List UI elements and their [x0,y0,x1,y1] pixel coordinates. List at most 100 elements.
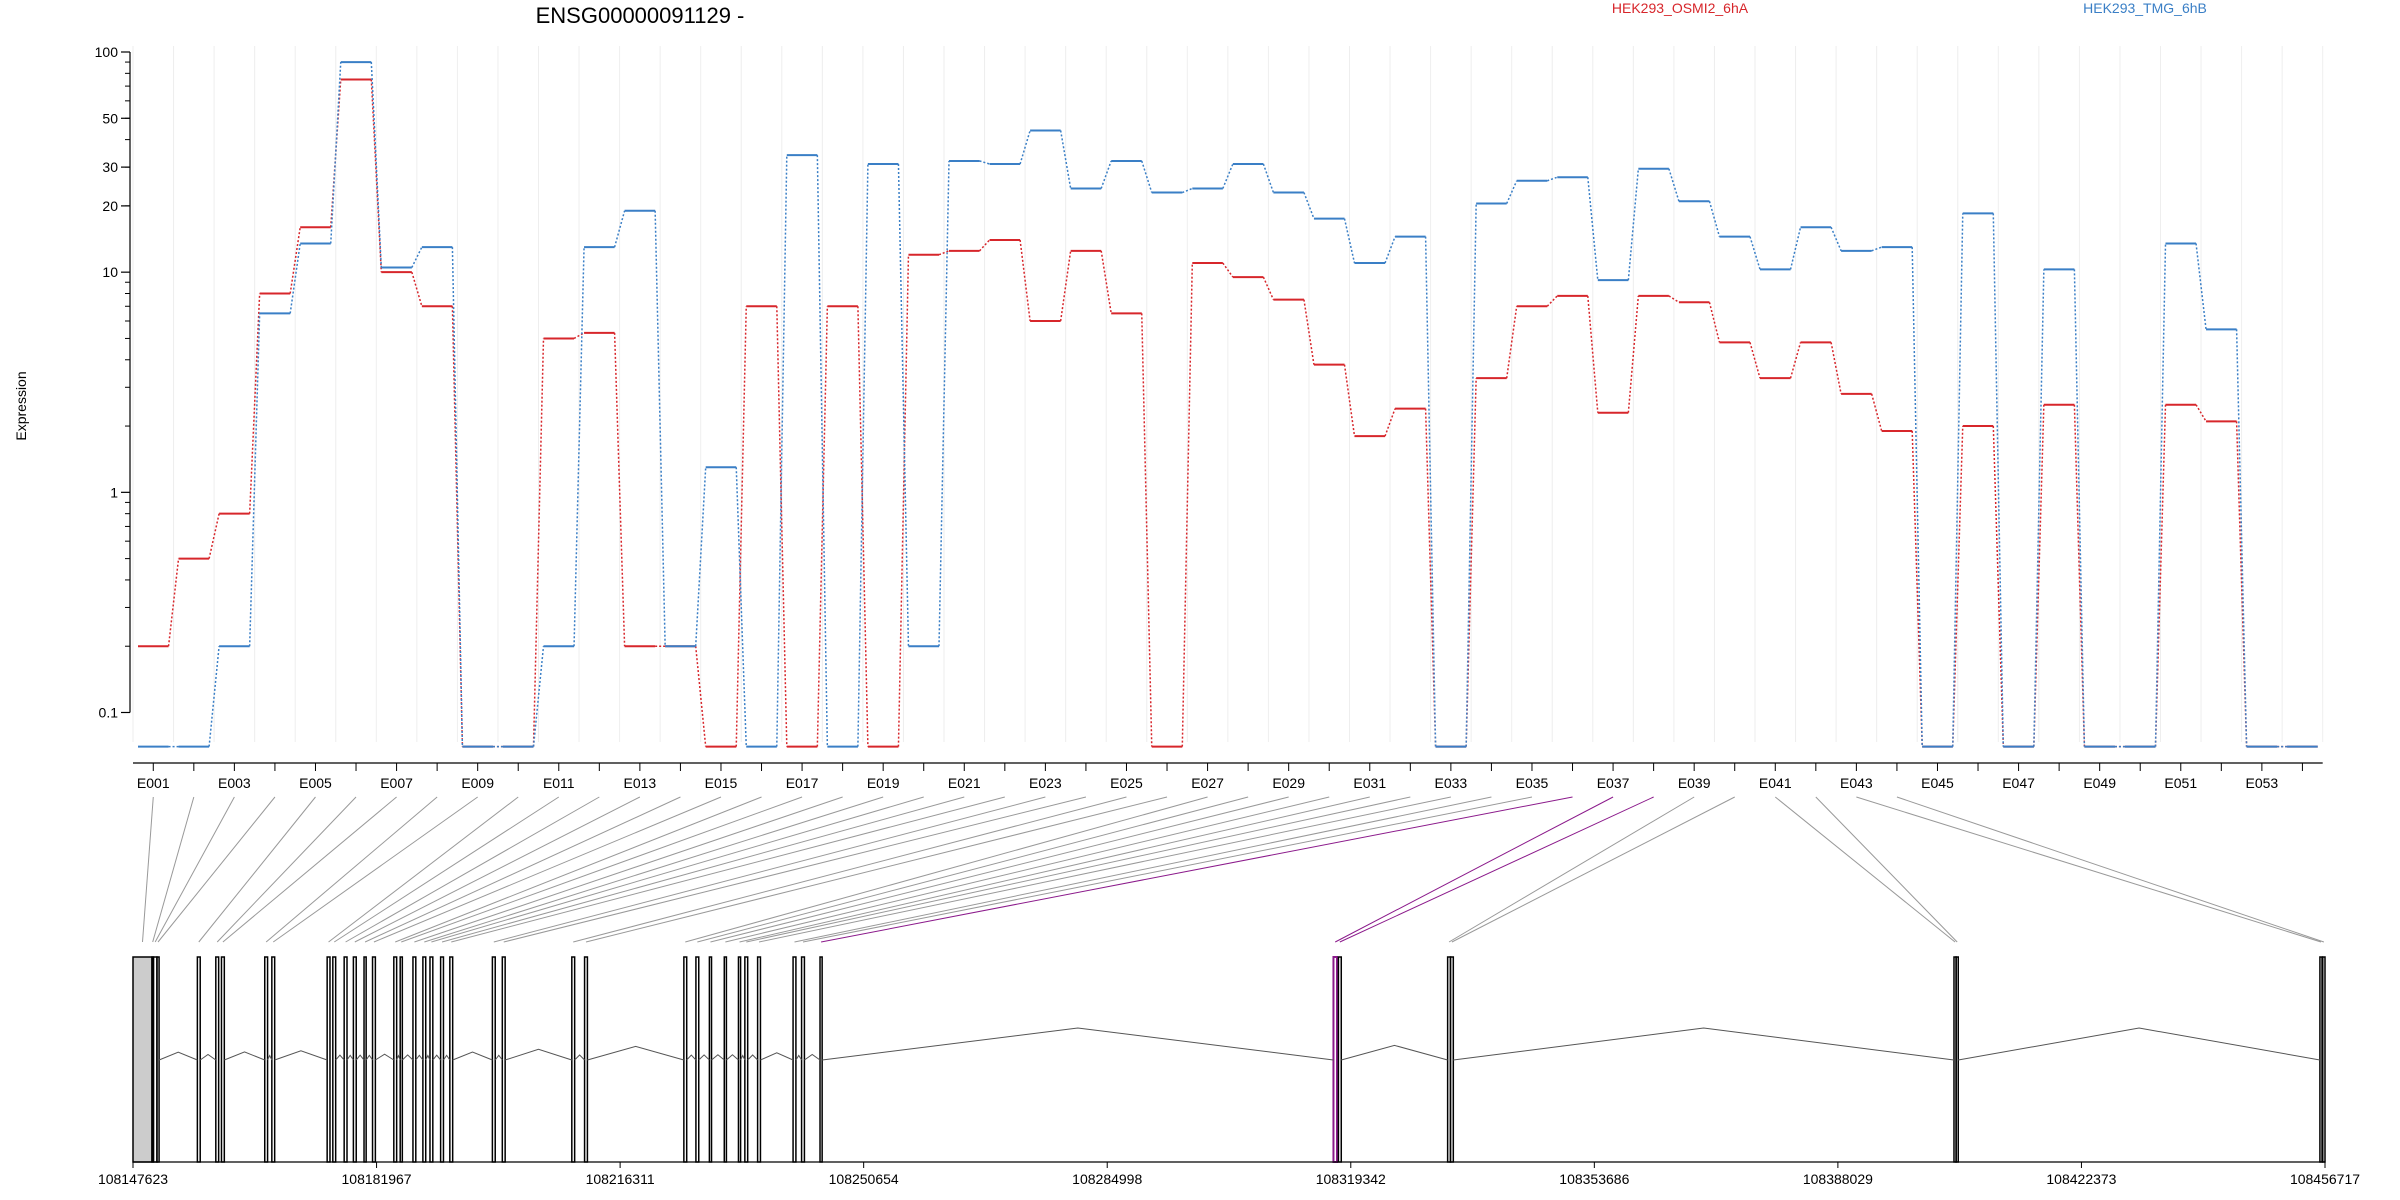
data-connector [979,160,990,165]
x-tick-label: E009 [461,775,494,791]
exon-box [583,956,589,1163]
exon-connector [1339,796,1654,943]
x-tick-label: E031 [1353,775,1386,791]
exon-box [449,956,454,1163]
data-connector [1100,160,1112,189]
y-tick-label: 50 [102,110,118,126]
data-connector [938,160,950,647]
intron-line [698,1054,710,1061]
exon-connector [1335,796,1614,943]
genomic-tick-label: 108216311 [586,1171,655,1187]
data-connector [1222,163,1234,189]
x-tick-label: E001 [137,775,170,791]
exon-connector [820,796,1573,943]
data-connector [613,332,626,647]
data-connector [1465,203,1477,747]
exon-box [708,956,713,1163]
data-connector [1505,306,1518,379]
data-connector [248,313,261,647]
exon-box [501,956,506,1163]
exon-connector [1815,796,1958,943]
x-tick-label: E017 [786,775,819,791]
data-connector [2195,243,2207,330]
data-connector [1222,262,1234,278]
exon-connector [739,796,1370,943]
data-connector [1992,213,2005,747]
exon-box [439,956,445,1163]
data-connector [694,467,707,647]
exon-connector [154,796,235,943]
data-connector [2033,269,2045,747]
data-connector [1749,236,1761,270]
data-connector [1992,426,2005,747]
data-connector [1343,364,1356,437]
exon-connector [328,796,519,943]
x-tick-label: E035 [1516,775,1549,791]
data-connector [857,163,869,747]
data-connector [776,155,788,747]
exon-box [422,956,427,1163]
x-tick-label: E047 [2002,775,2035,791]
x-tick-label: E033 [1435,775,1468,791]
exon-box [1332,956,1339,1163]
data-connector [1262,163,1275,193]
intron-line [267,1054,273,1061]
exon-connector [710,796,1289,943]
exon-connector [431,796,924,943]
exon-box [723,956,728,1163]
exon-box [371,956,377,1163]
data-connector [451,306,464,747]
intron-line [686,1054,697,1061]
genomic-tick-label: 108422373 [2046,1171,2116,1187]
intron-line [747,1054,758,1061]
data-connector [248,293,261,514]
genomic-tick-label: 108319342 [1316,1171,1386,1187]
exon-connector [1448,796,1695,943]
exon-connector [216,796,357,943]
exon-connector [198,796,316,943]
intron-line [795,1054,803,1061]
y-tick-label: 10 [102,264,118,280]
intron-line [432,1054,442,1061]
data-connector [1262,276,1275,300]
intron-line [1453,1027,1955,1061]
intron-line [740,1054,746,1061]
x-tick-label: E027 [1191,775,1224,791]
intron-line [1958,1027,2321,1061]
plot-area: 0.1 1 10 20 30 50 100 E001 E003 E005 E007 E009 E011 E… [95,44,2361,1187]
x-tick-label: E051 [2164,775,2197,791]
intron-line [274,1050,328,1061]
exon-box [792,956,797,1163]
exon-box [2319,956,2323,1163]
exon-box [196,956,201,1163]
exon-box [491,956,496,1163]
exon-connector [157,796,276,943]
intron-line [158,1051,198,1061]
exon-box [1337,956,1343,1163]
exon-connector [395,796,762,943]
exon-box [132,956,153,1163]
intron-line [574,1054,585,1061]
data-connector [1059,130,1072,189]
x-tick-label: E049 [2083,775,2116,791]
intron-line [425,1054,431,1061]
data-connector [532,646,545,747]
data-connector [776,306,788,747]
exon-connector [493,796,1046,943]
exon-box [393,956,398,1163]
exon-connector [373,796,722,943]
genomic-tick-label: 108181967 [342,1171,412,1187]
exon-connector [725,796,1330,943]
exon-connector [573,796,1127,943]
intron-line [199,1053,217,1061]
data-connector [1303,192,1315,219]
intron-line [760,1052,794,1061]
exon-connector [141,796,154,943]
data-connector [1424,236,1437,747]
data-connector [694,646,707,747]
exon-box [326,956,331,1163]
data-connector [2195,404,2207,422]
exon-connector [1896,796,2325,943]
intron-line [396,1054,401,1061]
data-connector [1830,226,1842,252]
